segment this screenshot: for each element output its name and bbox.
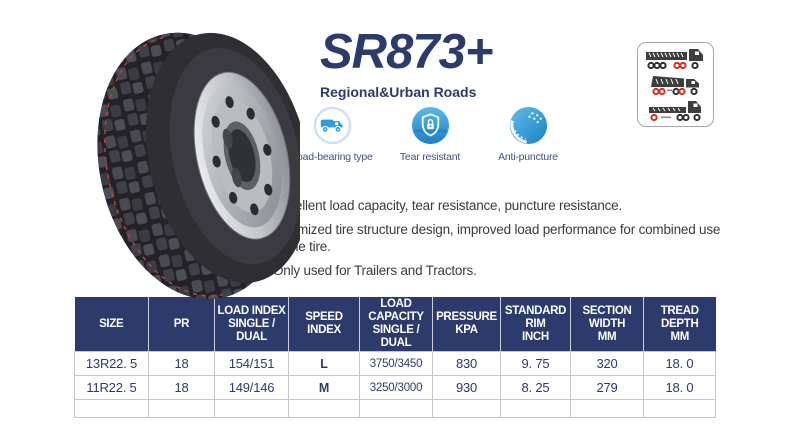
- cell: 13R22. 5: [74, 351, 149, 376]
- product-subtitle: Regional&Urban Roads: [320, 84, 477, 100]
- spec-row-13r225: 13R22. 5 18 154/151 L 3750/3450 830 9. 7…: [74, 351, 716, 376]
- spec-row-empty: [74, 399, 716, 418]
- feature-label: Anti-puncture: [498, 151, 558, 163]
- feature-label: Load-bearing type: [291, 151, 373, 163]
- truck-load-icon: [313, 106, 351, 145]
- feature-load-bearing: Load-bearing type: [288, 106, 376, 163]
- bullet-text: Excellent load capacity, tear resistance…: [273, 198, 623, 213]
- col-load-index: LOAD INDEX SINGLE / DUAL: [214, 297, 289, 352]
- cell: [643, 399, 716, 418]
- feature-tear-resistant: Tear resistant: [386, 106, 474, 163]
- col-standard-rim: STANDARD RIM INCH: [500, 297, 571, 352]
- cell: [432, 399, 501, 418]
- spec-row-11r225: 11R22. 5 18 149/146 M 3250/3000 930 8. 2…: [74, 375, 716, 400]
- cell: 18. 0: [643, 351, 716, 376]
- cell: [500, 399, 571, 418]
- cell: 11R22. 5: [74, 375, 149, 400]
- cell: 18: [148, 351, 215, 376]
- cell: L: [288, 351, 360, 376]
- col-pr: PR: [148, 297, 215, 352]
- cell: 18: [148, 375, 215, 400]
- cell: [359, 399, 433, 418]
- shield-lock-icon: [411, 106, 449, 145]
- bullet-item: Only used for Trailers and Tractors.: [255, 262, 733, 279]
- cell: 3750/3450: [359, 351, 433, 376]
- bullet-item: Optimized tire structure design, improve…: [255, 221, 733, 255]
- cell: 279: [570, 375, 644, 400]
- col-size: SIZE: [74, 297, 149, 352]
- bullet-text: Optimized tire structure design, improve…: [273, 222, 721, 254]
- spec-table: SIZE PR LOAD INDEX SINGLE / DUAL SPEED IN…: [74, 297, 716, 418]
- cell: M: [288, 375, 360, 400]
- cell: 930: [432, 375, 501, 400]
- bullet-text: Only used for Trailers and Tractors.: [273, 263, 477, 278]
- feature-label: Tear resistant: [399, 151, 461, 163]
- product-title: SR873+: [320, 25, 493, 79]
- cell: 830: [432, 351, 501, 376]
- cell: 320: [570, 351, 644, 376]
- trailer-truck-icon: [645, 49, 703, 70]
- cell: [74, 399, 149, 418]
- col-pressure: PRESSURE KPA: [432, 297, 501, 352]
- feature-bullet-list: Excellent load capacity, tear resistance…: [255, 197, 733, 286]
- feature-icons-row: Load-bearing type Tear resistant: [288, 106, 572, 163]
- rigid-truck-icon: [648, 101, 701, 122]
- cell: 149/146: [214, 375, 289, 400]
- cell: 154/151: [214, 351, 289, 376]
- col-tread-depth: TREAD DEPTH MM: [643, 297, 716, 352]
- truck-position-diagram: [637, 42, 714, 127]
- col-speed-index: SPEED INDEX: [288, 297, 360, 352]
- feature-anti-puncture: Anti-puncture: [484, 106, 572, 163]
- tire-image: [97, 32, 311, 300]
- cell: [214, 399, 289, 418]
- cell: 3250/3000: [359, 375, 433, 400]
- spec-table-header-row: SIZE PR LOAD INDEX SINGLE / DUAL SPEED IN…: [74, 297, 716, 352]
- cell: [570, 399, 644, 418]
- col-load-capacity: LOAD CAPACITY SINGLE / DUAL: [359, 297, 433, 352]
- tire-photo: [86, 20, 311, 312]
- cell: 9. 75: [500, 351, 571, 376]
- cell: [288, 399, 360, 418]
- col-section-width: SECTION WIDTH MM: [570, 297, 644, 352]
- cell: 18. 0: [643, 375, 716, 400]
- dump-truck-icon: [650, 76, 699, 96]
- cell: 8. 25: [500, 375, 571, 400]
- bullet-item: Excellent load capacity, tear resistance…: [255, 197, 733, 214]
- cell: [148, 399, 215, 418]
- tire-tread-icon: [509, 106, 547, 145]
